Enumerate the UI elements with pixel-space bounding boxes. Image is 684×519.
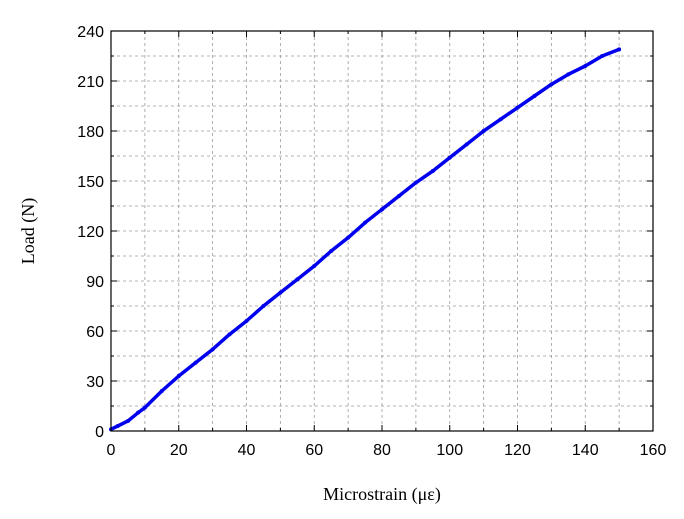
- data-point: [532, 94, 537, 98]
- data-point: [261, 304, 266, 308]
- series-layer: [109, 47, 622, 432]
- tick-labels: 0 20 40 60 80 100 120 140 160 0 30 60 90 120 150 180 210…: [77, 24, 666, 459]
- data-point: [363, 220, 368, 225]
- x-tick-label: 80: [373, 442, 391, 459]
- data-point: [515, 105, 520, 110]
- data-point: [617, 47, 622, 52]
- data-point: [346, 235, 351, 240]
- data-point: [142, 405, 147, 410]
- y-tick-label: 210: [77, 74, 104, 91]
- axis-ticks: [110, 30, 654, 432]
- data-point: [115, 424, 120, 428]
- x-tick-label: 100: [436, 442, 463, 459]
- grid-lines: [111, 31, 653, 431]
- y-tick-label: 150: [77, 174, 104, 191]
- data-point: [227, 332, 232, 337]
- data-point: [583, 64, 588, 68]
- y-tick-label: 180: [77, 124, 104, 141]
- x-tick-label: 40: [238, 442, 256, 459]
- data-point: [396, 194, 401, 198]
- data-point: [136, 410, 141, 415]
- data-point: [329, 249, 334, 253]
- data-point: [244, 319, 249, 323]
- x-axis-title: Microstrain (με): [323, 484, 441, 505]
- data-point: [464, 142, 469, 147]
- y-tick-label: 0: [95, 424, 104, 441]
- y-tick-label: 120: [77, 224, 104, 241]
- x-tick-label: 140: [572, 442, 599, 459]
- data-point: [380, 207, 384, 212]
- data-point: [481, 129, 486, 133]
- data-point: [193, 360, 198, 365]
- data-point: [176, 374, 181, 378]
- x-tick-label: 120: [504, 442, 531, 459]
- data-point: [600, 54, 605, 58]
- data-point: [549, 82, 554, 87]
- data-point: [125, 419, 130, 423]
- data-point: [498, 117, 503, 122]
- y-tick-label: 240: [77, 24, 104, 41]
- data-point: [295, 277, 300, 282]
- data-point: [159, 389, 164, 393]
- y-tick-label: 90: [86, 274, 104, 291]
- x-tick-label: 0: [107, 442, 116, 459]
- data-point: [278, 290, 283, 295]
- data-point: [413, 180, 418, 185]
- y-axis-title: Load (N): [18, 198, 39, 264]
- x-tick-label: 160: [640, 442, 667, 459]
- data-point: [210, 347, 215, 352]
- y-tick-label: 60: [86, 324, 104, 341]
- y-tick-label: 30: [86, 374, 104, 391]
- x-tick-label: 60: [305, 442, 323, 459]
- data-point: [312, 264, 317, 268]
- x-tick-label: 20: [170, 442, 188, 459]
- data-point: [566, 72, 571, 77]
- data-point: [447, 155, 452, 160]
- data-point: [430, 169, 435, 173]
